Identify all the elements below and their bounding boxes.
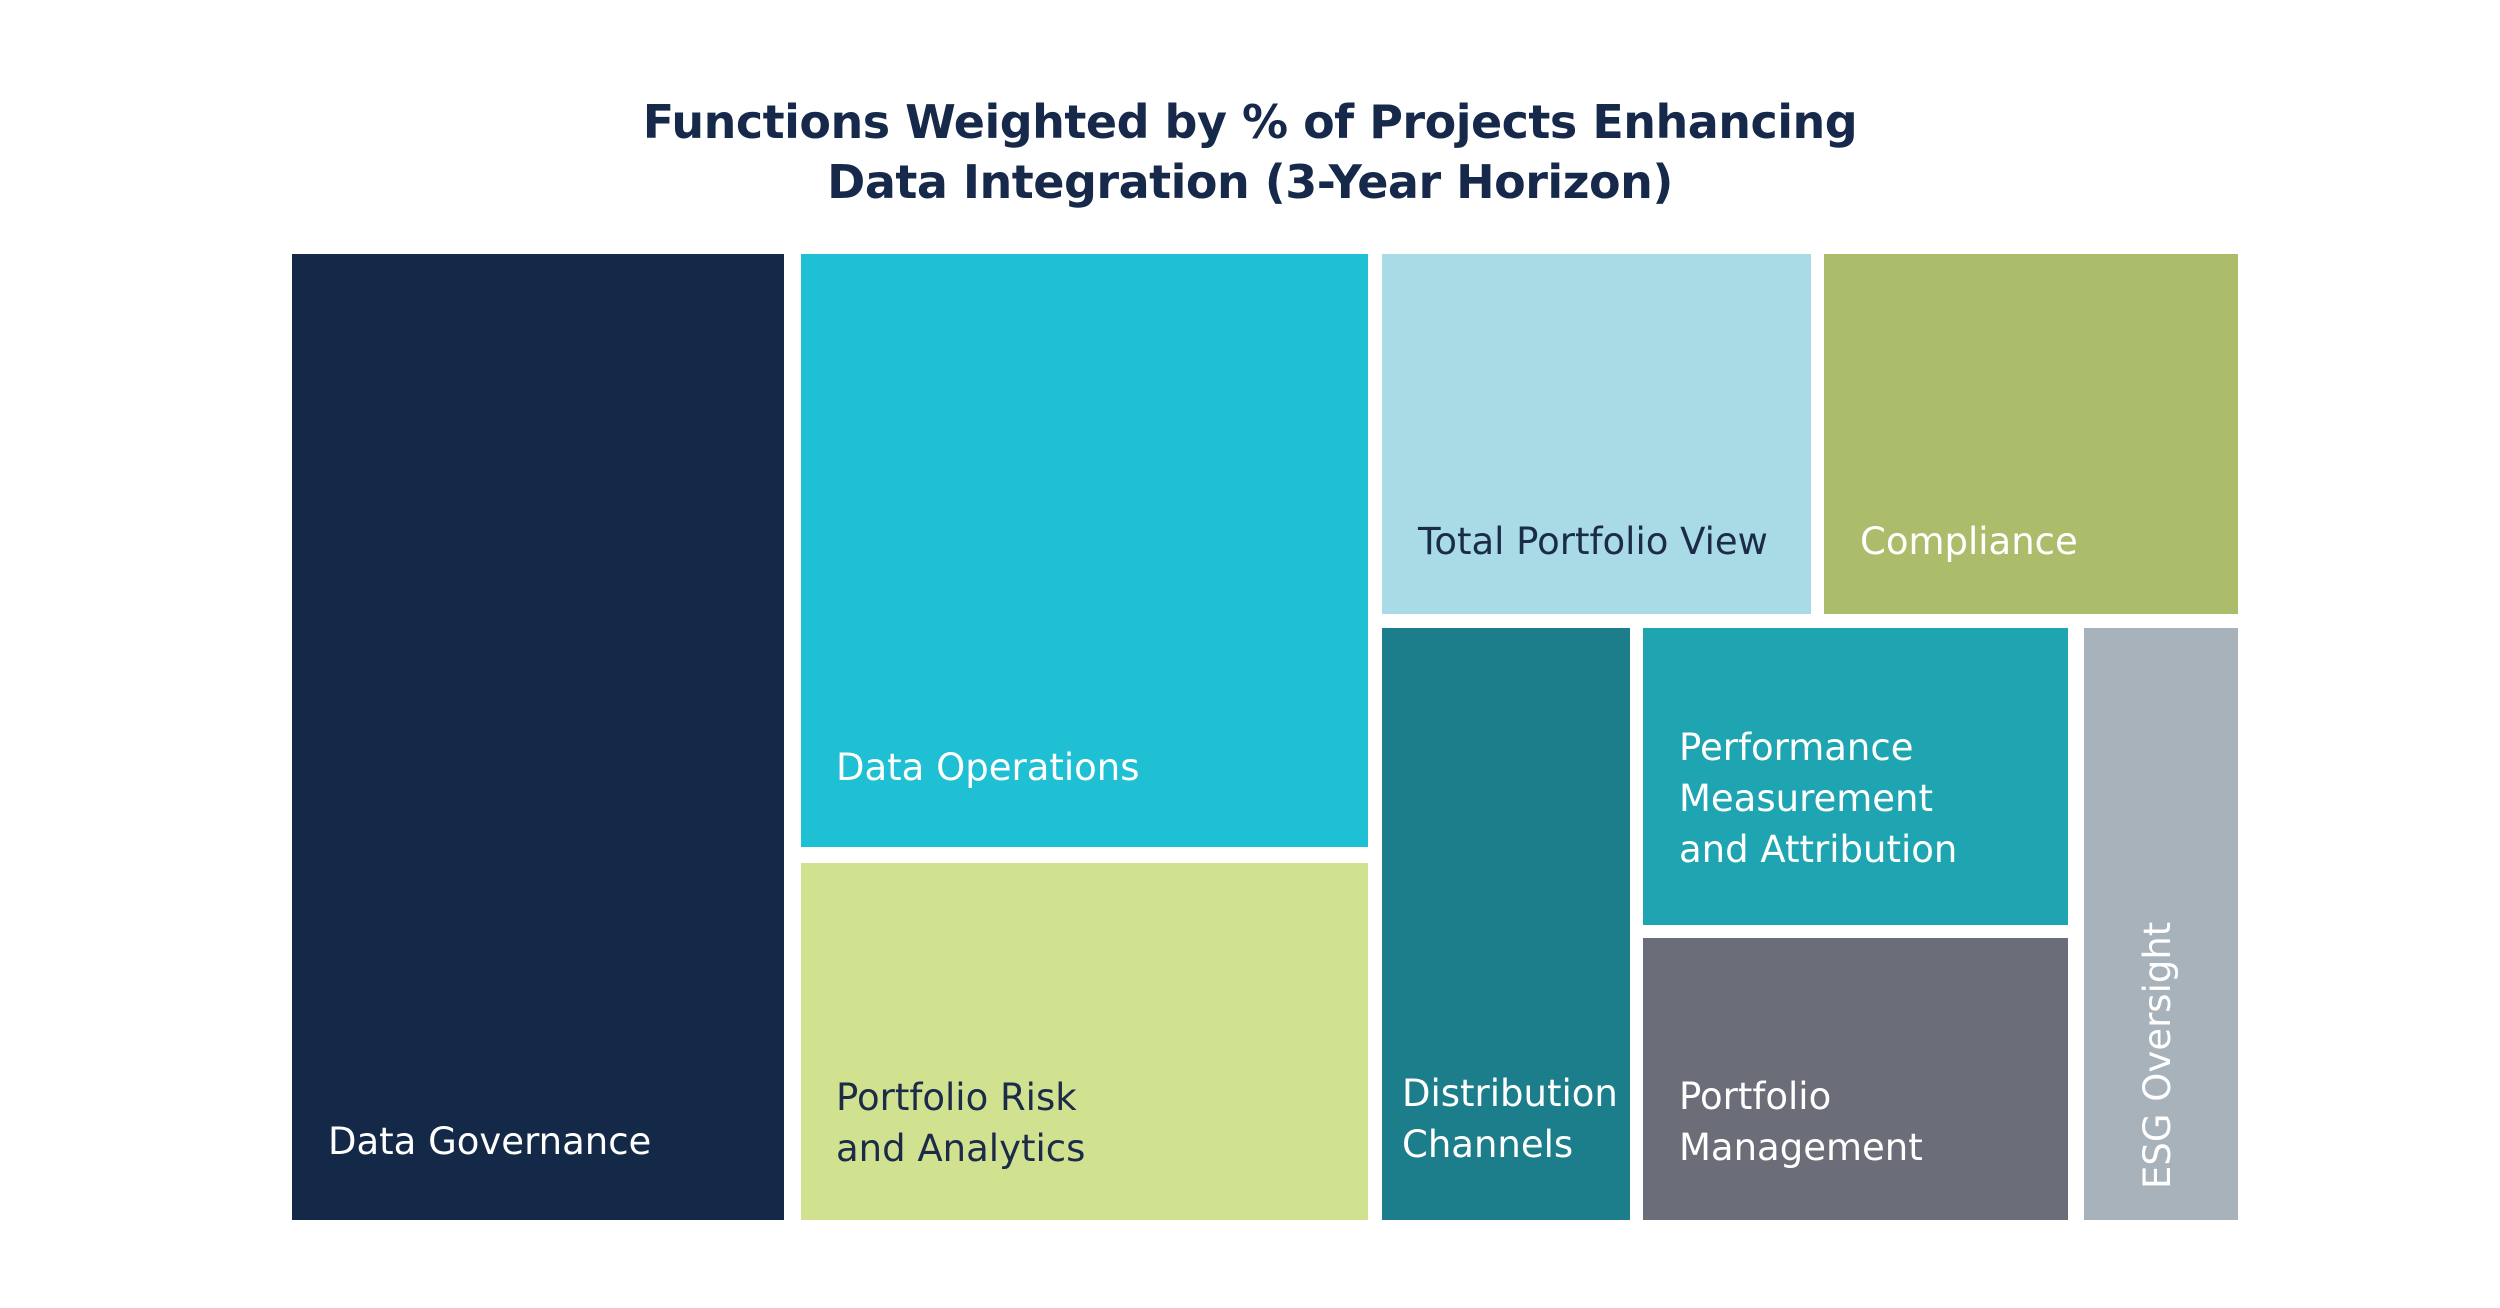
tile-label-data-governance: Data Governance xyxy=(328,1116,651,1167)
tile-label-portfolio-management: Portfolio Management xyxy=(1679,1071,1923,1173)
tile-label-line: Channels xyxy=(1402,1123,1574,1166)
treemap-tile-performance-measurement-and-attribution: Performance Measurement and Attribution xyxy=(1643,628,2068,925)
tile-label-distribution-channels: Distribution Channels xyxy=(1402,1068,1618,1170)
treemap-tile-total-portfolio-view: Total Portfolio View xyxy=(1382,254,1811,614)
tile-label-portfolio-risk-and-analytics: Portfolio Risk and Analytics xyxy=(836,1072,1085,1174)
chart-title-line-1: Functions Weighted by % of Projects Enha… xyxy=(642,95,1858,149)
treemap-tile-portfolio-management: Portfolio Management xyxy=(1643,938,2068,1220)
tile-label-line: Total Portfolio View xyxy=(1418,520,1768,563)
tile-label-line: Compliance xyxy=(1860,520,2078,563)
treemap-tile-data-operations: Data Operations xyxy=(801,254,1368,847)
tile-label-line: Portfolio Risk xyxy=(836,1076,1077,1119)
tile-label-data-operations: Data Operations xyxy=(836,742,1140,793)
tile-label-compliance: Compliance xyxy=(1860,516,2078,567)
treemap-tile-compliance: Compliance xyxy=(1824,254,2238,614)
chart-title: Functions Weighted by % of Projects Enha… xyxy=(0,92,2500,212)
tile-label-line: and Attribution xyxy=(1679,828,1958,871)
tile-label-line: ESG Oversight xyxy=(2136,921,2179,1189)
treemap-tile-esg-oversight: ESG Oversight xyxy=(2084,628,2238,1220)
tile-label-line: and Analytics xyxy=(836,1127,1086,1170)
tile-label-line: Distribution xyxy=(1402,1072,1618,1115)
tile-label-line: Management xyxy=(1679,1126,1923,1169)
tile-label-line: Portfolio xyxy=(1679,1075,1832,1118)
tile-label-line: Data Governance xyxy=(328,1120,652,1163)
chart-title-line-2: Data Integration (3-Year Horizon) xyxy=(827,155,1673,209)
treemap-tile-portfolio-risk-and-analytics: Portfolio Risk and Analytics xyxy=(801,863,1368,1220)
tile-label-line: Performance xyxy=(1679,726,1914,769)
tile-label-esg-oversight: ESG Oversight xyxy=(2132,922,2183,1189)
tile-label-line: Data Operations xyxy=(836,746,1140,789)
treemap-tile-distribution-channels: Distribution Channels xyxy=(1382,628,1630,1220)
treemap-tile-data-governance: Data Governance xyxy=(292,254,784,1220)
tile-label-performance-measurement-and-attribution: Performance Measurement and Attribution xyxy=(1679,722,1957,875)
tile-label-line: Measurement xyxy=(1679,777,1934,820)
tile-label-total-portfolio-view: Total Portfolio View xyxy=(1418,516,1768,567)
